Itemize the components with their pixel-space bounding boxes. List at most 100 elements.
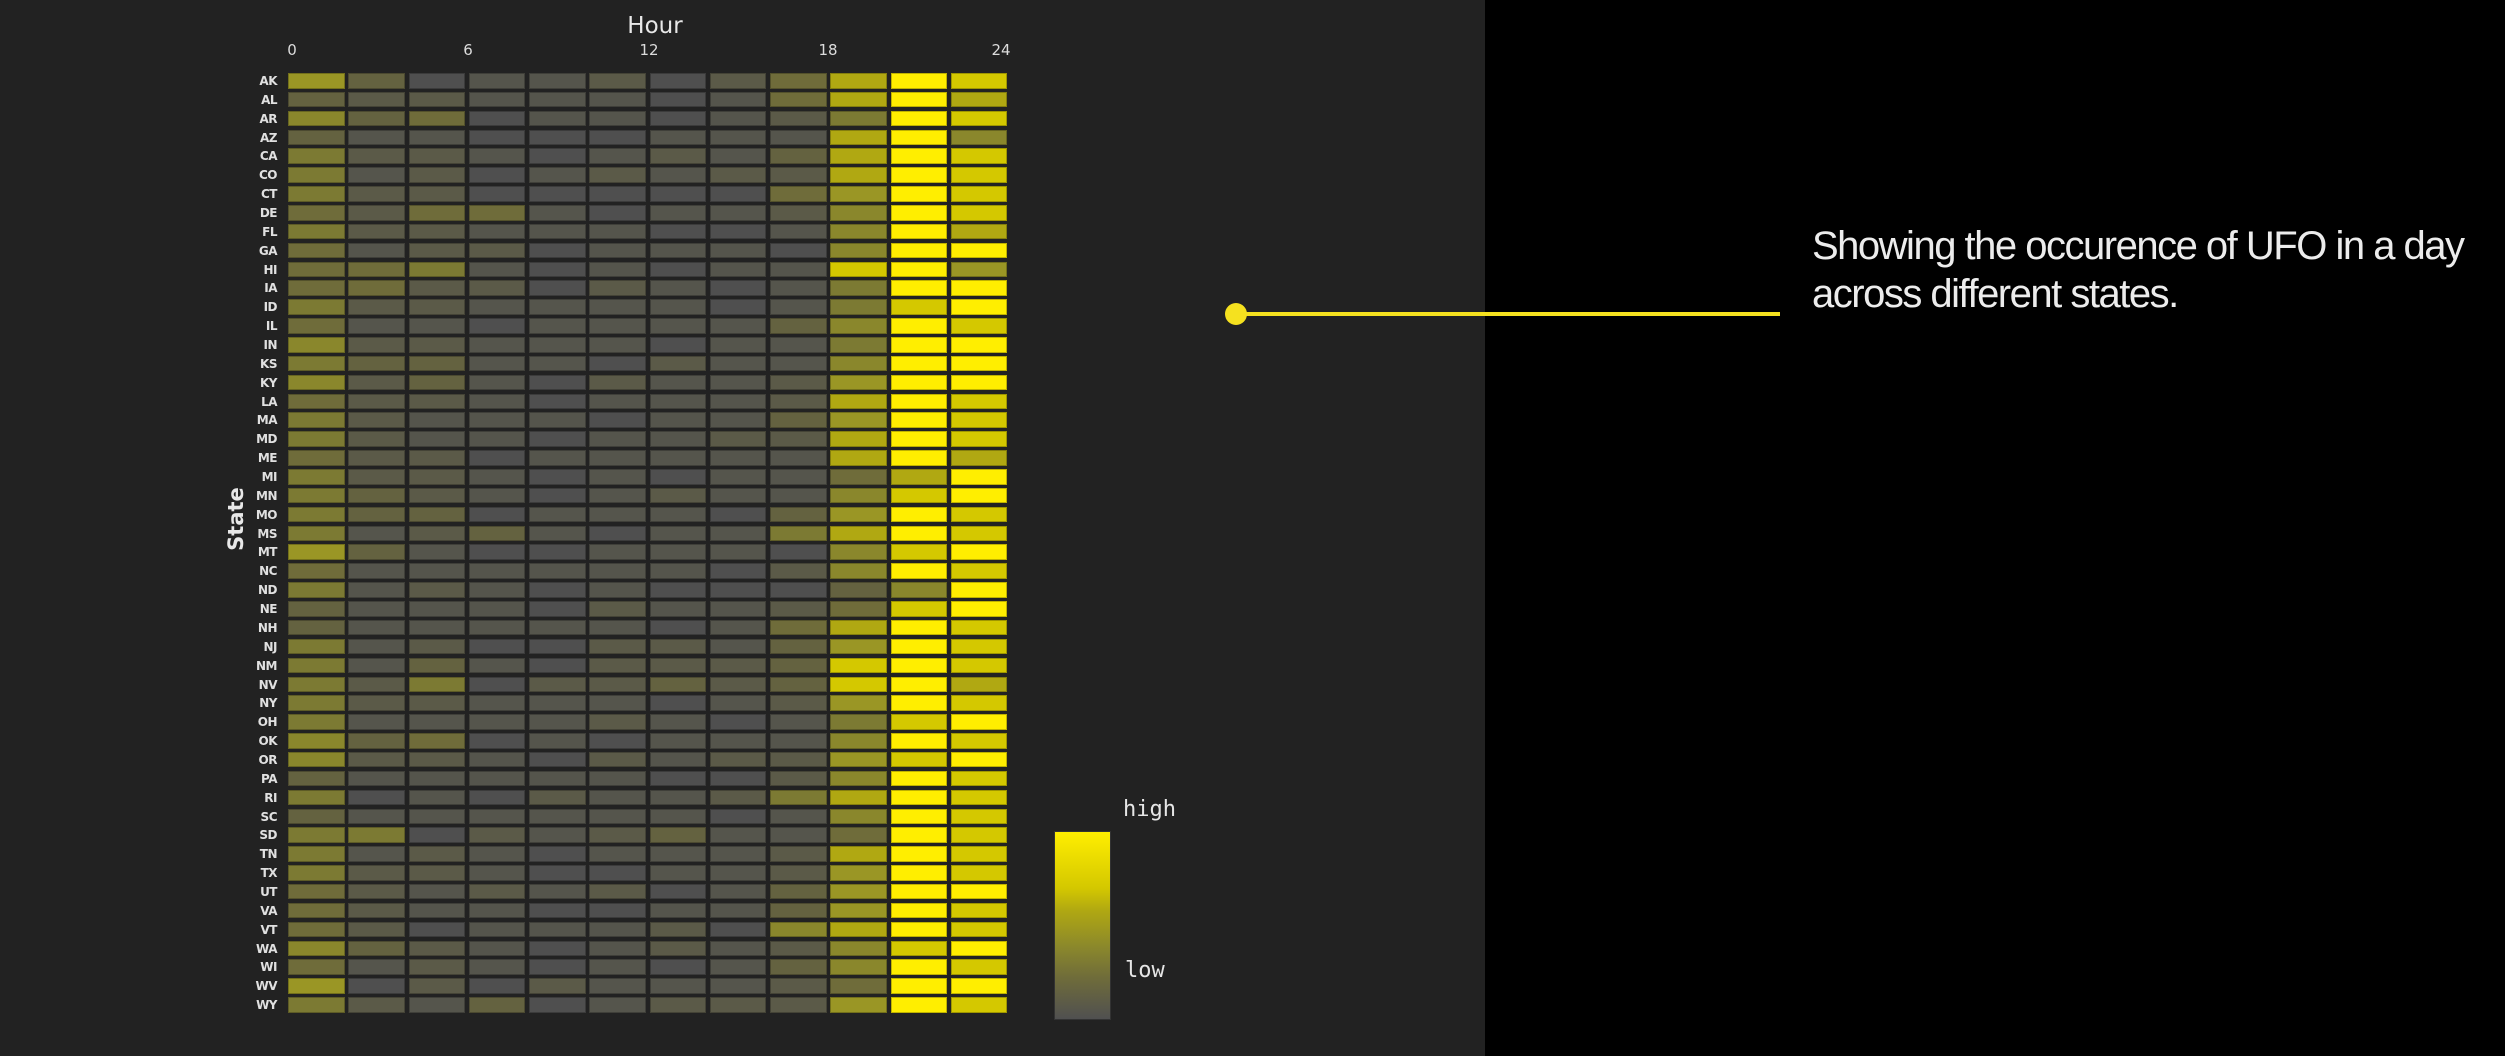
heatmap-cell [950,186,1008,202]
heatmap-cell [950,714,1008,730]
heatmap-cell [408,978,465,994]
heatmap-cell [709,337,767,353]
heatmap-cell [830,412,887,428]
heatmap-row: TX [261,865,1011,884]
heatmap-cell [770,601,827,617]
heatmap-cell [830,827,887,843]
heatmap-cell [649,582,706,598]
heatmap-cell [890,242,947,259]
heatmap-cell [348,544,405,560]
heatmap-cell [830,865,887,881]
heatmap-cell [950,73,1008,89]
heatmap-cell [649,393,706,410]
heatmap-cell [468,865,526,881]
heatmap-cell [348,940,405,957]
heatmap-cell [348,110,405,127]
heatmap-cell [709,167,767,183]
heatmap-cell [348,280,405,296]
heatmap-cell [529,676,586,692]
y-tick-label: IN [263,338,277,353]
heatmap-cell [950,997,1008,1013]
heatmap-cell [288,469,345,485]
heatmap-cell [589,940,646,957]
heatmap-cell [288,544,345,560]
heatmap-cell [348,431,405,447]
heatmap-cell [709,751,767,768]
heatmap-cell [288,280,345,296]
heatmap-cell [348,883,405,900]
y-tick-label: MD [256,432,277,447]
heatmap-cell [950,808,1008,825]
heatmap-cell [529,261,586,278]
heatmap-cell [589,751,646,768]
heatmap-cell [348,846,405,862]
heatmap-cell [709,205,767,221]
heatmap-cell [468,638,526,655]
heatmap-cell [529,657,586,674]
legend-high-label: high [1123,797,1176,822]
heatmap-cell [288,73,345,89]
heatmap-cell [589,959,646,975]
heatmap-cell [468,487,526,504]
heatmap-cell [529,865,586,881]
heatmap-cell [890,506,947,523]
heatmap-row: VT [261,921,1011,941]
heatmap-cell [950,695,1008,711]
heatmap-cell [468,91,526,108]
heatmap-cell [589,205,646,221]
heatmap-cell [468,883,526,900]
heatmap-cell [288,563,345,579]
heatmap-cell [468,997,526,1013]
heatmap-cell [770,337,827,353]
heatmap-cell [709,676,767,692]
heatmap-row: OK [259,733,1011,752]
heatmap-cell [950,921,1008,938]
heatmap-cell [288,148,345,164]
heatmap-cell [468,337,526,353]
heatmap-cell [468,355,526,372]
heatmap-cell [288,299,345,315]
heatmap-cell [348,997,405,1013]
heatmap-cell [890,393,947,410]
heatmap-cell [950,865,1008,881]
heatmap-cell [950,148,1008,164]
heatmap-cell [649,91,706,108]
y-tick-label: ME [257,451,278,466]
heatmap-cell [830,91,887,108]
x-tick-label: 18 [818,41,838,59]
heatmap-row: TN [260,846,1011,865]
heatmap-cell [288,997,345,1013]
heatmap-cell [649,355,706,372]
y-tick-label: MA [256,413,278,428]
heatmap-row: VA [260,902,1011,922]
heatmap-row: FL [262,223,1011,243]
heatmap-cell [468,167,526,183]
heatmap-cell [830,487,887,504]
heatmap-cell [950,676,1008,692]
heatmap-cell [529,770,586,787]
heatmap-cell [830,337,887,353]
y-tick-label: IL [265,319,278,334]
heatmap-cell [830,110,887,127]
heatmap-cell [950,167,1008,183]
heatmap-cell [770,959,827,975]
heatmap-cell [890,601,947,617]
heatmap-cell [890,902,947,919]
heatmap-cell [830,525,887,542]
heatmap-cell [288,525,345,542]
heatmap-cell [288,921,345,938]
heatmap-cell [408,846,465,862]
heatmap-cell [890,770,947,787]
heatmap-cell [348,525,405,542]
heatmap-cell [468,431,526,447]
heatmap-cell [468,921,526,938]
y-tick-label: OK [258,734,278,749]
heatmap-cell [649,73,706,89]
heatmap-cell [709,487,767,504]
heatmap-cell [709,808,767,825]
heatmap-cell [649,167,706,183]
heatmap-cell [589,883,646,900]
heatmap-cell [890,997,947,1013]
heatmap-row: UT [260,883,1011,903]
heatmap-cell [709,733,767,749]
